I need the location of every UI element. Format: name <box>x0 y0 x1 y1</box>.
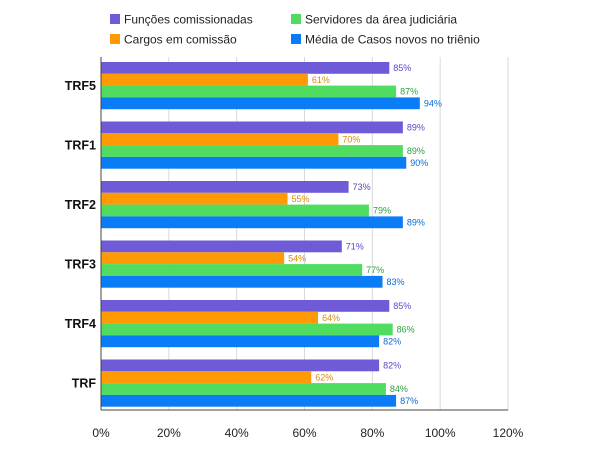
bar-value-label: 87% <box>400 396 418 406</box>
legend-label: Funções comissionadas <box>124 13 253 27</box>
bar-value-label: 82% <box>383 337 401 347</box>
x-tick-label: 0% <box>92 426 110 440</box>
bar <box>101 383 386 395</box>
category-label: TRF1 <box>65 139 96 153</box>
bar <box>101 133 339 146</box>
bar-value-label: 86% <box>397 325 415 335</box>
bar-value-label: 94% <box>424 99 442 109</box>
bar-value-label: 54% <box>288 253 306 263</box>
x-tick-label: 80% <box>360 426 384 440</box>
bar-value-label: 73% <box>353 182 371 192</box>
bar-value-label: 90% <box>410 158 428 168</box>
bar-value-label: 55% <box>292 194 310 204</box>
x-tick-label: 120% <box>493 426 524 440</box>
bar <box>101 300 390 312</box>
bar <box>101 264 363 276</box>
x-tick-label: 60% <box>292 426 316 440</box>
bar-value-label: 64% <box>322 313 340 323</box>
bar-value-label: 89% <box>407 218 425 228</box>
bar <box>101 335 380 348</box>
bar-value-label: 61% <box>312 75 330 85</box>
category-label: TRF5 <box>65 79 96 93</box>
bar <box>101 145 403 157</box>
x-tick-label: 100% <box>425 426 456 440</box>
bar-value-label: 79% <box>373 206 391 216</box>
bars <box>101 62 420 407</box>
legend-swatch <box>110 34 120 44</box>
bar <box>101 73 308 86</box>
bar <box>101 97 420 110</box>
category-label: TRF2 <box>65 198 96 212</box>
legend-swatch <box>110 14 120 24</box>
bar-value-label: 77% <box>366 265 384 275</box>
bar <box>101 252 285 265</box>
bar-value-label: 89% <box>407 146 425 156</box>
bar <box>101 156 407 169</box>
bar-value-label: 87% <box>400 87 418 97</box>
bar <box>101 394 397 407</box>
x-tick-label: 40% <box>225 426 249 440</box>
legend-swatch <box>291 14 301 24</box>
bar <box>101 181 349 193</box>
bar <box>101 371 312 384</box>
legend: Funções comissionadas Cargos em comissão S… <box>110 13 480 47</box>
bar-value-label: 82% <box>383 361 401 371</box>
bar-value-label: 62% <box>315 372 333 382</box>
bar <box>101 62 390 74</box>
bar <box>101 311 319 324</box>
bar <box>101 359 380 372</box>
bar-value-label: 84% <box>390 384 408 394</box>
category-label: TRF3 <box>65 258 96 272</box>
bar <box>101 121 403 134</box>
category-label: TRF <box>72 377 97 391</box>
legend-label: Cargos em comissão <box>124 33 237 47</box>
x-tick-label: 20% <box>157 426 181 440</box>
bar-value-label: 89% <box>407 123 425 133</box>
bar-value-label: 70% <box>342 134 360 144</box>
legend-label: Média de Casos novos no triênio <box>305 33 480 47</box>
bar <box>101 323 393 336</box>
bar <box>101 216 403 229</box>
bar-value-label: 85% <box>393 63 411 73</box>
bar-value-label: 85% <box>393 301 411 311</box>
bar <box>101 204 369 217</box>
legend-swatch <box>291 34 301 44</box>
axes: 0% 20% 40% 60% 80% 100% 120% TRF5 TRF1 TRF2 TRF3 TR… <box>65 57 524 440</box>
bar <box>101 240 342 253</box>
category-label: TRF4 <box>65 317 96 331</box>
bar <box>101 85 397 98</box>
bar <box>101 275 383 288</box>
bar <box>101 192 288 205</box>
bar-value-label: 71% <box>346 242 364 252</box>
gridlines <box>168 57 509 410</box>
data-labels: 85% 61% 87% 94% 89% 70% 89% 90% 73% 55% 79% 89% 71% 5… <box>288 63 442 406</box>
bar-value-label: 83% <box>387 277 405 287</box>
legend-label: Servidores da área judiciária <box>305 13 457 27</box>
